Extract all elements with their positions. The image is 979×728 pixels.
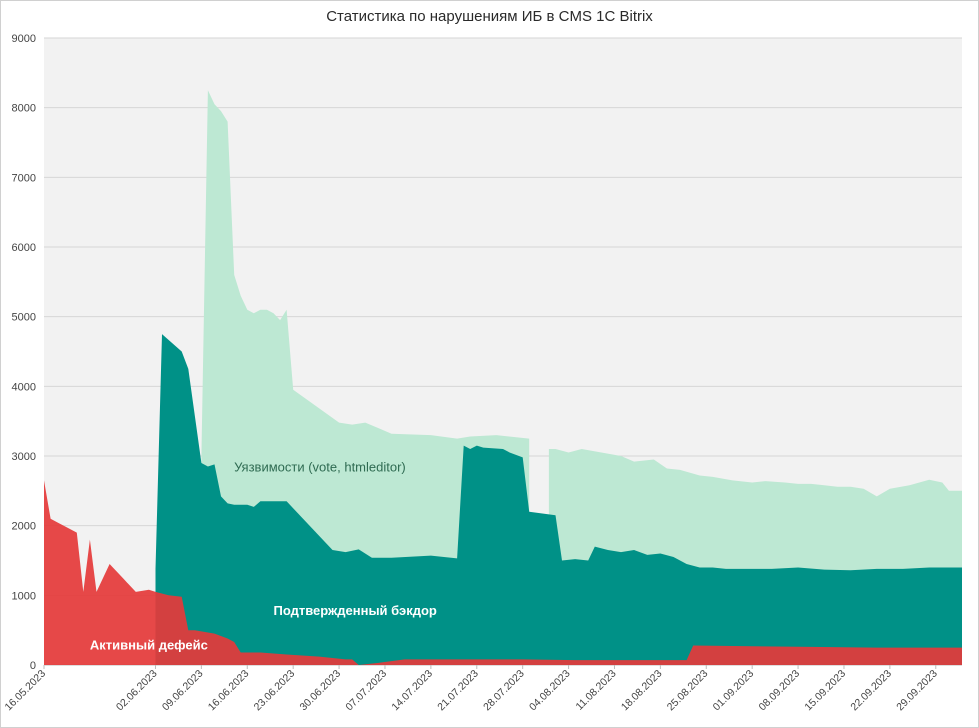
x-tick-label: 14.07.2023 — [389, 668, 435, 714]
series-annotation: Подтвержденный бэкдор — [274, 603, 437, 618]
series-annotations: Уязвимости (vote, htmleditor) Подтвержден… — [90, 459, 437, 652]
y-tick-label: 3000 — [12, 451, 36, 463]
x-tick-label: 25.08.2023 — [665, 668, 711, 714]
x-tick-label: 30.06.2023 — [298, 668, 344, 714]
x-tick-label: 22.09.2023 — [848, 668, 894, 714]
x-tick-label: 04.08.2023 — [527, 668, 573, 714]
x-tick-label: 28.07.2023 — [481, 668, 527, 714]
y-tick-label: 9000 — [12, 33, 36, 45]
x-tick-label: 23.06.2023 — [252, 668, 298, 714]
series-area — [44, 480, 962, 665]
x-tick-label: 21.07.2023 — [435, 668, 481, 714]
x-axis-ticks: 16.05.2023 02.06.2023 09.06.2023 16.06.2023… — [2, 665, 940, 713]
x-tick-label: 09.06.2023 — [160, 668, 206, 714]
series-annotation: Активный дефейс — [90, 638, 208, 653]
y-tick-label: 8000 — [12, 103, 36, 115]
series-areas — [44, 90, 962, 666]
x-tick-label: 11.08.2023 — [573, 668, 618, 713]
y-axis-ticks: 0 1000 2000 3000 4000 5000 6000 7000 8000 9000 — [12, 33, 36, 672]
series-annotation: Уязвимости (vote, htmleditor) — [234, 459, 406, 474]
y-tick-label: 5000 — [12, 312, 36, 324]
y-tick-label: 1000 — [12, 590, 36, 602]
chart-title: Статистика по нарушениям ИБ в CMS 1C Bit… — [326, 8, 653, 25]
x-tick-label: 16.05.2023 — [2, 668, 48, 714]
y-tick-label: 0 — [30, 660, 36, 672]
x-tick-label: 01.09.2023 — [711, 668, 757, 714]
y-tick-label: 6000 — [12, 242, 36, 254]
x-tick-label: 16.06.2023 — [206, 668, 252, 714]
y-tick-label: 4000 — [12, 381, 36, 393]
x-tick-label: 08.09.2023 — [757, 668, 803, 714]
x-tick-label: 07.07.2023 — [343, 668, 389, 714]
y-tick-label: 2000 — [12, 521, 36, 533]
x-tick-label: 29.09.2023 — [894, 668, 940, 714]
x-tick-label: 18.08.2023 — [619, 668, 665, 714]
series-area — [155, 334, 962, 665]
x-tick-label: 02.06.2023 — [114, 668, 160, 714]
x-tick-label: 15.09.2023 — [802, 668, 848, 714]
y-tick-label: 7000 — [12, 172, 36, 184]
